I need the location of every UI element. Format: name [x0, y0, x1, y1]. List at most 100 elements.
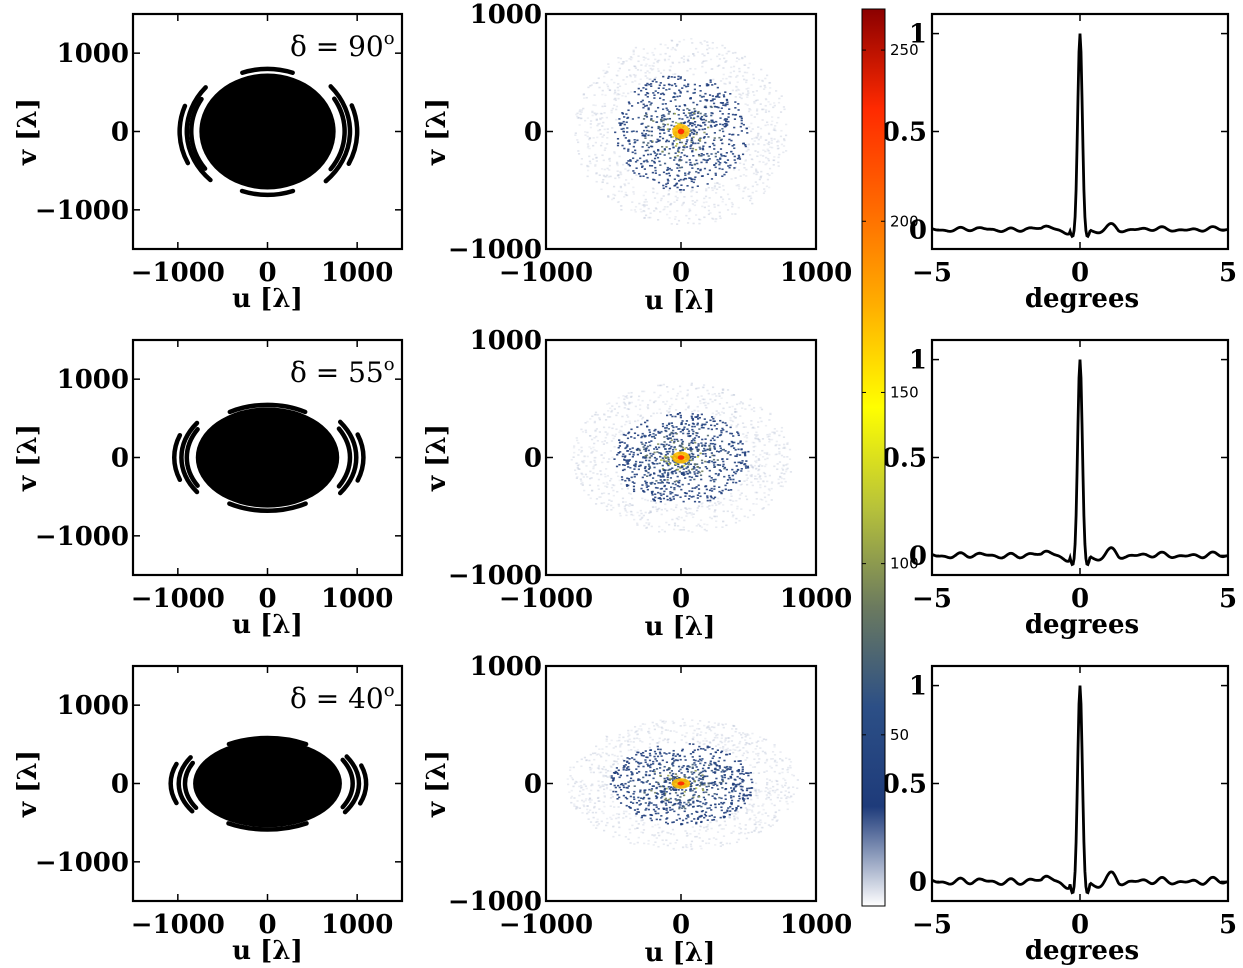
density-cell [645, 144, 649, 147]
density-cell [700, 175, 704, 177]
density-cell [735, 481, 738, 484]
density-cell [710, 496, 713, 499]
density-cell [706, 495, 709, 497]
density-cell [652, 62, 656, 64]
density-cell [603, 473, 607, 476]
density-cell [681, 448, 685, 451]
density-cell [697, 773, 701, 776]
density-cell [775, 90, 778, 92]
density-cell [784, 790, 787, 792]
density-cell [740, 117, 743, 120]
density-cell [687, 83, 690, 86]
density-cell [710, 452, 713, 454]
density-cell [689, 479, 692, 481]
density-cell [668, 779, 671, 781]
density-cell [750, 481, 753, 484]
density-cell [757, 138, 760, 141]
density-cell [707, 402, 710, 405]
density-cell [642, 210, 645, 212]
density-cell [732, 788, 735, 791]
density-cell [676, 794, 679, 797]
density-cell [624, 95, 627, 98]
density-cell [656, 60, 659, 63]
density-cell [755, 761, 759, 764]
density-cell [713, 439, 716, 442]
density-cell [760, 821, 763, 824]
density-cell [722, 94, 725, 96]
density-cell [635, 473, 638, 476]
density-cell [632, 741, 635, 743]
density-cell [721, 128, 724, 130]
density-cell [615, 402, 618, 405]
density-cell [645, 807, 648, 810]
density-cell [787, 786, 791, 789]
density-cell [648, 71, 651, 74]
density-cell [673, 461, 676, 463]
density-cell [746, 751, 749, 754]
density-cell [749, 154, 752, 156]
density-cell [588, 137, 592, 140]
density-cell [704, 449, 707, 452]
density-cell [647, 463, 650, 466]
density-cell [593, 802, 597, 805]
density-cell [753, 819, 756, 821]
density-cell [723, 47, 727, 49]
density-cell [613, 92, 616, 95]
density-cell [715, 764, 719, 767]
density-cell [621, 112, 625, 115]
density-cell [684, 759, 687, 761]
density-cell [640, 512, 643, 515]
density-cell [598, 771, 601, 774]
density-cell [580, 158, 583, 160]
density-cell [579, 478, 582, 481]
density-cell [724, 739, 727, 741]
density-cell [624, 835, 627, 838]
density-cell [722, 520, 725, 523]
density-cell [764, 124, 767, 127]
density-cell [609, 770, 612, 773]
density-cell [651, 738, 654, 741]
density-cell [585, 465, 588, 467]
density-cell [626, 444, 629, 446]
density-cell [573, 469, 577, 472]
beam-x-tick-label: −5 [912, 258, 952, 288]
density-cell [612, 835, 615, 838]
density-cell [665, 139, 669, 142]
density-cell [666, 47, 669, 49]
density-cell [666, 811, 669, 814]
density-cell [724, 743, 727, 746]
density-cell [665, 509, 669, 512]
density-cell [779, 758, 782, 760]
density-cell [782, 106, 786, 108]
density-cell [706, 48, 709, 51]
density-cell [657, 432, 660, 434]
density-cell [595, 180, 598, 183]
density-cell [682, 202, 685, 204]
density-cell [702, 764, 706, 767]
density-cell [761, 499, 764, 501]
density-cell [679, 467, 682, 469]
density-cell [648, 774, 651, 777]
density-cell [639, 789, 642, 792]
density-cell [580, 163, 583, 166]
density-cell [638, 408, 642, 411]
density-cell [683, 775, 686, 778]
density-cell [782, 464, 785, 466]
density-cell [672, 757, 675, 760]
density-cell [627, 150, 630, 152]
density-cell [611, 434, 614, 437]
density-cell [706, 807, 709, 810]
density-cell [731, 213, 734, 215]
density-cell [750, 84, 753, 86]
density-cell [575, 437, 578, 439]
density-cell [620, 476, 624, 478]
density-cell [633, 843, 636, 845]
density-cell [677, 516, 681, 518]
density-cell [658, 408, 661, 411]
density-cell [654, 169, 657, 172]
density-cell [705, 529, 708, 532]
density-cell [591, 110, 594, 113]
density-cell [714, 751, 717, 754]
density-cell [755, 821, 758, 824]
density-cell [669, 477, 673, 479]
